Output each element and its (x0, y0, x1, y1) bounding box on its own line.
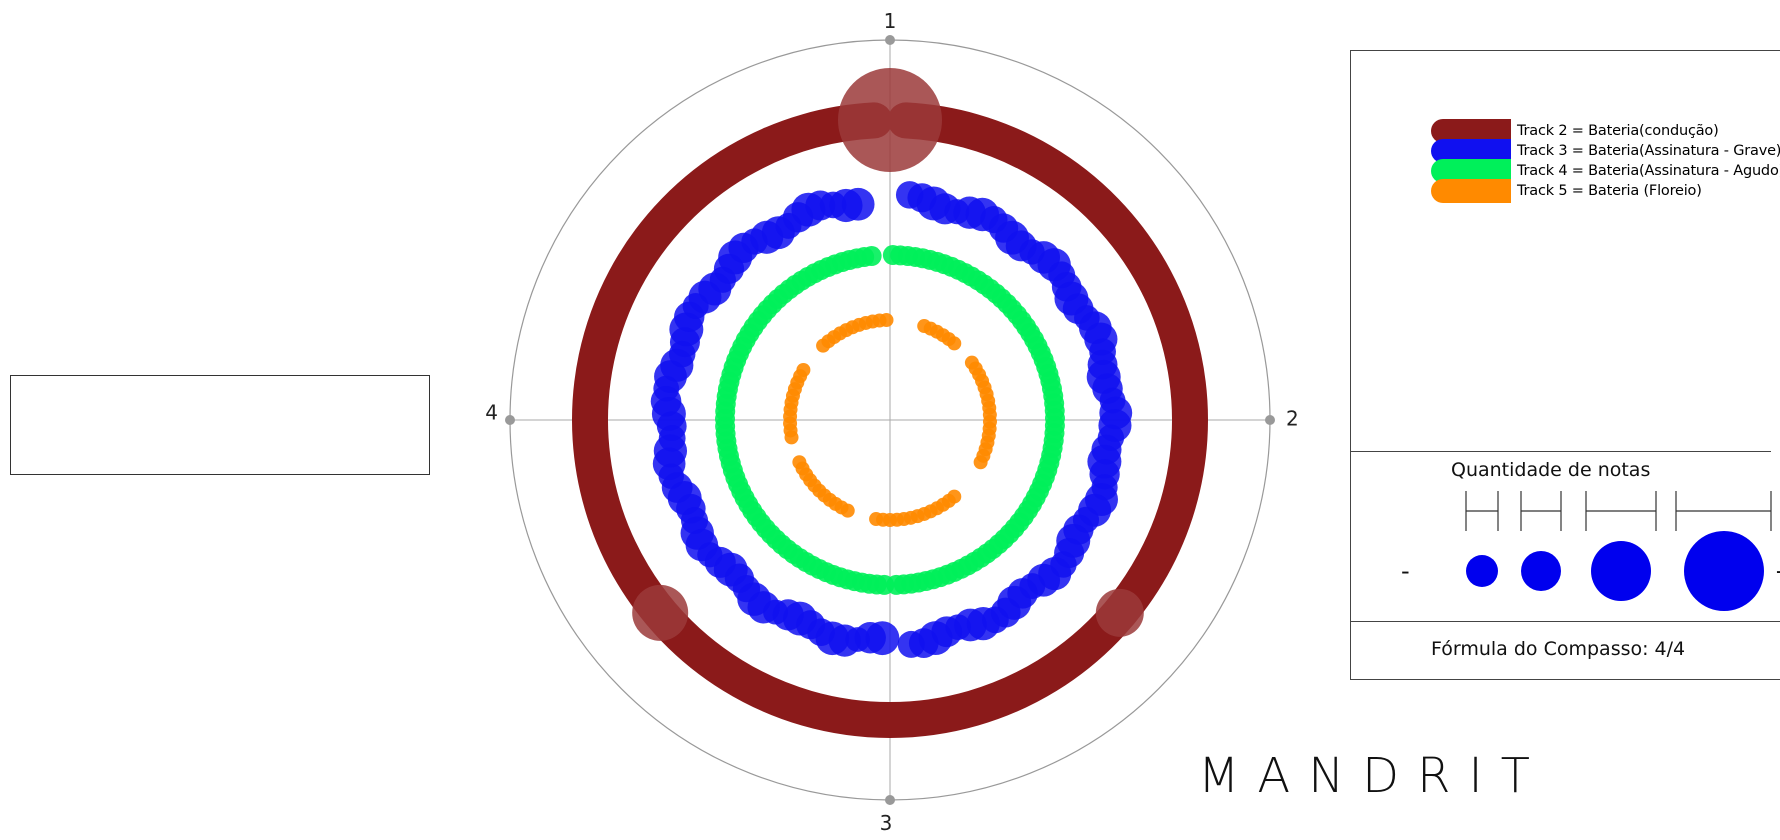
scale-plus-label: + (1775, 560, 1780, 585)
legend-swatch-track-5 (1431, 179, 1511, 203)
track-4-note (861, 246, 882, 267)
track-legend: Track 2 = Bateria(condução) Track 3 = Ba… (1431, 119, 1780, 203)
track-3-note (841, 187, 875, 221)
size-dot-4 (1684, 531, 1764, 611)
legend-label-track-3: Track 3 = Bateria(Assinatura - Grave) (1517, 143, 1780, 159)
track-5-note (879, 313, 894, 328)
track-5-note (973, 455, 988, 470)
size-dot-1 (1466, 555, 1498, 587)
track-5-note (947, 336, 962, 351)
bracket-1 (1465, 491, 1499, 531)
note-quantity-scale: - + (1401, 491, 1780, 611)
divider-top (1351, 451, 1771, 452)
legend-label-track-2: Track 2 = Bateria(condução) (1517, 123, 1719, 139)
legend-item-track-3: Track 3 = Bateria(Assinatura - Grave) (1431, 139, 1780, 163)
beat-label-4: 4 (485, 401, 498, 425)
empty-info-box (10, 375, 430, 475)
beat-label-2: 2 (1286, 407, 1299, 431)
legend-label-track-5: Track 5 = Bateria (Floreio) (1517, 183, 1702, 199)
beat-marker-2 (1265, 415, 1275, 425)
legend-item-track-4: Track 4 = Bateria(Assinatura - Agudo) (1431, 159, 1780, 183)
track-5-note (796, 363, 811, 377)
legend-label-track-4: Track 4 = Bateria(Assinatura - Agudo) (1517, 163, 1780, 179)
polar-rhythm-diagram: 1 2 3 4 (485, 9, 1299, 835)
size-dot-3 (1591, 541, 1651, 601)
quantity-title: Quantidade de notas (1451, 459, 1651, 481)
track-2-marker-large (838, 68, 942, 172)
track-2-marker-bottom-left (632, 584, 689, 641)
beat-label-1: 1 (884, 9, 897, 33)
scale-minus-label: - (1401, 557, 1410, 585)
legend-panel: Track 2 = Bateria(condução) Track 3 = Ba… (1350, 50, 1780, 680)
beat-label-3: 3 (880, 811, 893, 835)
track-5-note (869, 512, 884, 527)
beat-marker-3 (885, 795, 895, 805)
track-2-ring (572, 102, 1208, 738)
brand-wordmark: MANDRIT (1198, 748, 1548, 804)
bracket-4 (1675, 491, 1772, 531)
divider-bottom (1351, 621, 1780, 622)
track-2-marker-bottom-right (1095, 588, 1144, 637)
track-3-note (897, 630, 925, 658)
beat-marker-4 (505, 415, 515, 425)
time-signature: Fórmula do Compasso: 4/4 (1431, 638, 1686, 660)
track-5-note (792, 455, 807, 470)
bracket-2 (1520, 491, 1562, 531)
legend-item-track-2: Track 2 = Bateria(condução) (1431, 119, 1780, 143)
size-dot-2 (1521, 551, 1561, 591)
bracket-3 (1585, 491, 1657, 531)
legend-item-track-5: Track 5 = Bateria (Floreio) (1431, 179, 1780, 203)
beat-marker-1 (885, 35, 895, 45)
